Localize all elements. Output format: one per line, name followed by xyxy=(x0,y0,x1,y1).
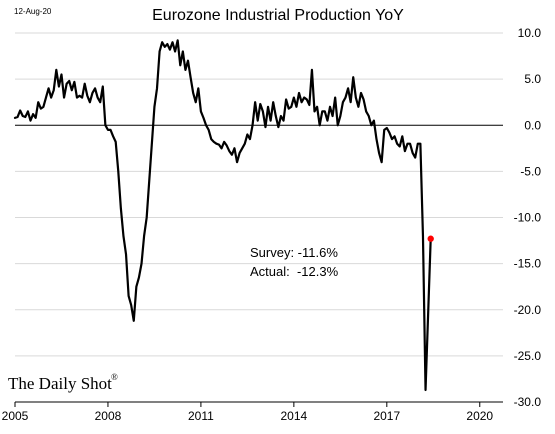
gridlines xyxy=(15,32,503,357)
x-tick-label: 2008 xyxy=(95,409,122,423)
y-tick-label: 5.0 xyxy=(524,72,541,86)
x-tick-label: 2017 xyxy=(373,409,400,423)
series-line xyxy=(13,39,432,392)
y-tick-label: -25.0 xyxy=(514,349,542,363)
date-stamp: 12-Aug-20 xyxy=(14,7,52,16)
y-tick-label: -10.0 xyxy=(514,211,542,225)
brand-name: The Daily Shot xyxy=(8,374,112,393)
y-tick-label: -5.0 xyxy=(520,164,541,178)
series-layer xyxy=(13,39,434,392)
y-tick-label: 0.0 xyxy=(524,118,541,132)
x-tick-label: 2020 xyxy=(466,409,493,423)
y-tick-label: -20.0 xyxy=(514,303,542,317)
brand-mark: ® xyxy=(111,372,118,382)
x-tick-label: 2014 xyxy=(281,409,308,423)
x-tick-labels: 2005 2008 2011 2014 2017 2020 xyxy=(2,409,494,423)
annotation-box: Survey: -11.6% Actual: -12.3% xyxy=(250,245,339,279)
annotation-survey: Survey: -11.6% xyxy=(250,245,338,260)
chart-title: Eurozone Industrial Production YoY xyxy=(152,7,404,24)
y-tick-label: 10.0 xyxy=(518,26,542,40)
x-tick-label: 2005 xyxy=(2,409,29,423)
latest-point-marker xyxy=(427,235,434,242)
annotation-actual: Actual: -12.3% xyxy=(250,264,339,279)
axes xyxy=(14,124,503,407)
y-tick-label: -30.0 xyxy=(514,395,542,409)
x-tick-label: 2011 xyxy=(188,409,214,423)
y-tick-labels: 10.0 5.0 0.0 -5.0 -10.0 -15.0 -20.0 -25.0 -30.0 xyxy=(514,26,542,409)
brand-logo: The Daily Shot ® xyxy=(8,372,118,393)
y-tick-label: -15.0 xyxy=(514,257,542,271)
